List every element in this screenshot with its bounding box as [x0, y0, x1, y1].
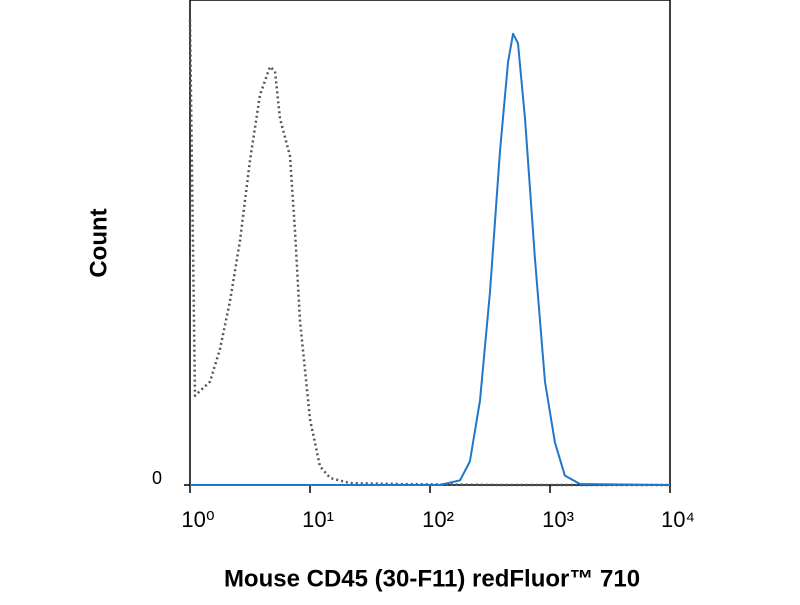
x-tick-label: 10⁰	[181, 507, 214, 532]
y-tick-label: 0	[152, 468, 162, 488]
x-tick-label: 10³	[542, 507, 574, 532]
histogram-line	[190, 32, 671, 486]
x-axis-label: Mouse CD45 (30-F11) redFluor™ 710	[224, 565, 640, 592]
plot-frame	[189, 0, 671, 486]
y-axis-label: Count	[85, 208, 112, 277]
x-tick-label: 10⁴	[661, 507, 695, 532]
histogram-line	[188, 19, 670, 487]
x-tick-label: 10¹	[302, 507, 334, 532]
x-tick-label: 10²	[422, 507, 454, 532]
